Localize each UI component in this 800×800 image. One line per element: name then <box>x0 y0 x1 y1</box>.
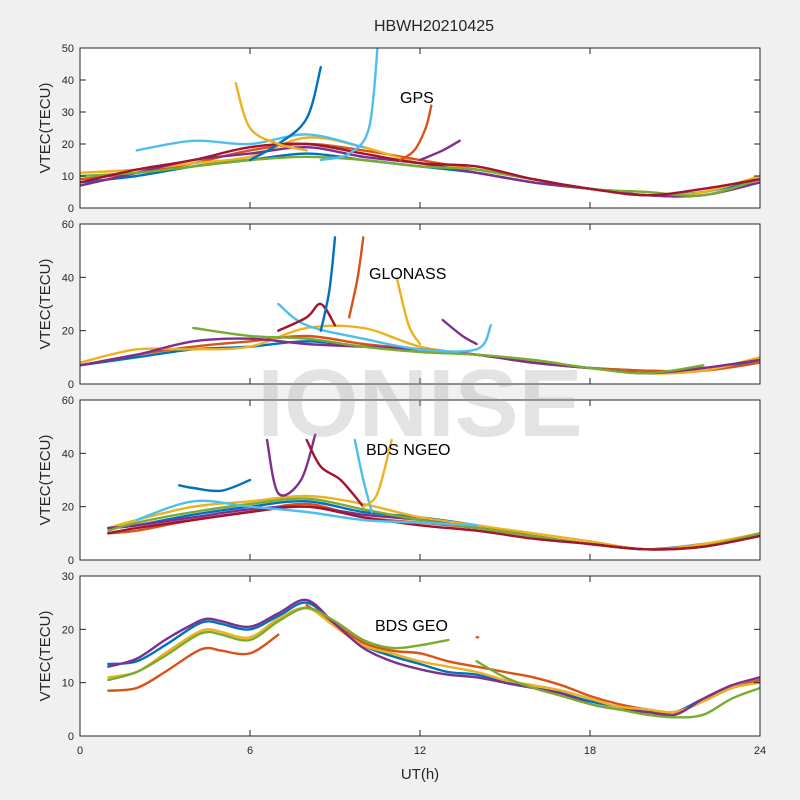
y-tick-label: 10 <box>62 171 74 183</box>
y-tick-label: 40 <box>62 75 74 87</box>
watermark-text: IONISE <box>257 350 582 457</box>
y-tick-label: 0 <box>68 731 74 743</box>
x-tick-label: 18 <box>584 745 596 757</box>
y-axis-label: VTEC(TECU) <box>37 259 54 350</box>
x-axis-label: UT(h) <box>401 766 439 783</box>
series-line-6 <box>80 142 760 197</box>
plot-area <box>80 48 760 208</box>
plot-area <box>80 400 760 560</box>
y-tick-label: 20 <box>62 326 74 338</box>
series-line-9 <box>305 438 365 508</box>
series-line-7 <box>475 660 760 719</box>
series-group <box>80 48 760 198</box>
series-line-7 <box>277 302 337 332</box>
series-line-10 <box>399 104 433 162</box>
y-tick-label: 0 <box>68 555 74 567</box>
series-line-8 <box>319 236 337 332</box>
y-tick-label: 50 <box>62 43 74 55</box>
y-tick-label: 20 <box>62 139 74 151</box>
y-tick-label: 60 <box>62 219 74 231</box>
series-group <box>107 433 760 551</box>
panel-label: GPS <box>400 90 434 107</box>
panel-4: 0 10 20 30 0 6 12 18 24 VTEC(TECU) BDS GEO <box>37 571 766 757</box>
series-line-5 <box>107 598 760 717</box>
y-tick-label: 0 <box>68 203 74 215</box>
series-line-4 <box>107 606 760 714</box>
series-line-10 <box>353 438 373 514</box>
panel-label: GLONASS <box>369 266 446 283</box>
series-line-6 <box>107 606 450 682</box>
figure-title: HBWH20210425 <box>374 18 494 35</box>
series-line-5 <box>80 155 760 197</box>
series-line-9 <box>319 48 379 162</box>
series-group <box>107 598 760 719</box>
x-tick-label: 12 <box>414 745 426 757</box>
series-line-8 <box>248 66 322 162</box>
y-tick-label: 30 <box>62 571 74 583</box>
x-tick-label: 6 <box>247 745 253 757</box>
y-tick-label: 10 <box>62 678 74 690</box>
plot-area <box>80 224 760 384</box>
y-axis-label: VTEC(TECU) <box>37 435 54 526</box>
y-tick-label: 20 <box>62 624 74 636</box>
series-line-11 <box>234 82 308 152</box>
panel-label: BDS GEO <box>375 618 448 635</box>
y-tick-label: 40 <box>62 448 74 460</box>
series-line-6 <box>277 302 492 353</box>
series-line-5 <box>192 326 705 375</box>
y-tick-label: 30 <box>62 107 74 119</box>
series-line-11 <box>441 318 478 346</box>
series-line-10 <box>396 278 422 346</box>
series-line-11 <box>362 438 393 508</box>
series-line-12 <box>178 478 252 493</box>
panel-3: 0 20 40 60 VTEC(TECU) BDS NGEO <box>37 395 761 567</box>
y-tick-label: 40 <box>62 272 74 284</box>
series-line-2 <box>107 633 280 692</box>
series-line-7 <box>135 133 365 152</box>
series-line-12 <box>418 139 461 162</box>
series-line-6 <box>107 505 760 551</box>
series-line-7 <box>135 499 478 527</box>
y-tick-label: 0 <box>68 379 74 391</box>
y-tick-label: 20 <box>62 502 74 514</box>
panel-label: BDS NGEO <box>366 442 450 459</box>
series-line-8 <box>265 433 317 497</box>
y-axis-label: VTEC(TECU) <box>37 611 54 702</box>
x-tick-label: 24 <box>754 745 766 757</box>
x-tick-label: 0 <box>77 745 83 757</box>
y-axis-label: VTEC(TECU) <box>37 83 54 174</box>
series-group <box>80 236 760 375</box>
panel-1: 0 10 20 30 40 50 VTEC(TECU) GPS <box>37 43 761 215</box>
panel-2: 0 20 40 60 VTEC(TECU) GLONASS <box>37 219 761 391</box>
series-line-9 <box>348 236 365 319</box>
y-tick-label: 60 <box>62 395 74 407</box>
